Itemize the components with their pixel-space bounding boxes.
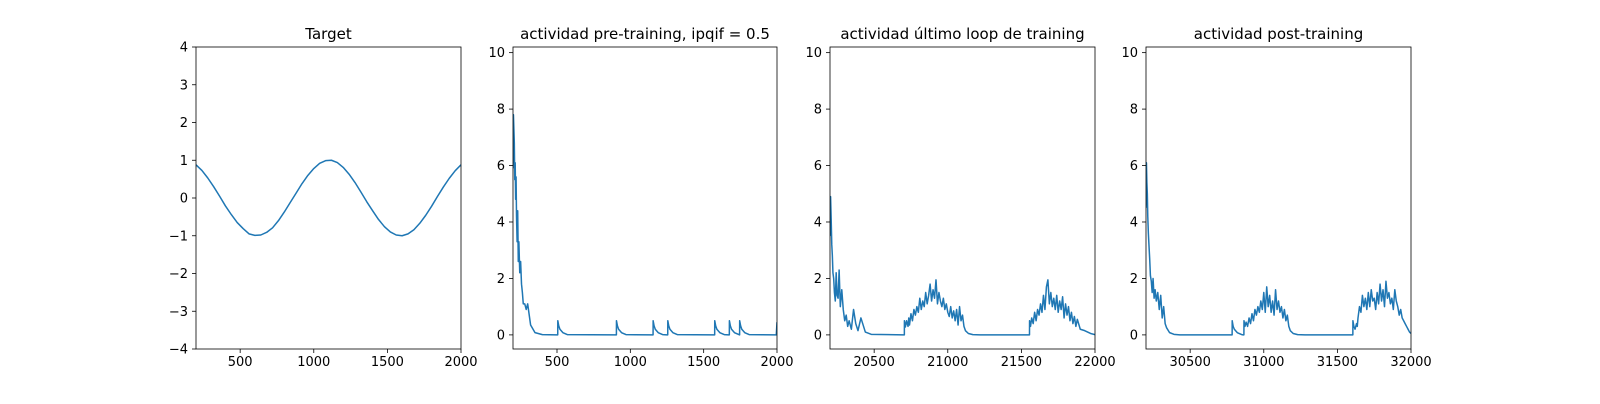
series-line-1 [1146,161,1411,336]
subplot-title: actividad último loop de training [840,25,1084,43]
y-tick-label: 0 [180,192,188,207]
y-tick-label: 0 [1130,328,1138,343]
y-tick-label: −2 [169,267,188,282]
subplot-title: actividad pre-training, ipqif = 0.5 [520,25,770,43]
axes-frame [512,46,778,350]
x-tick-label: 31500 [1317,355,1358,370]
y-tick-label: 6 [814,159,822,174]
y-tick-label: 2 [814,272,822,287]
x-tick-label: 1000 [297,355,330,370]
x-tick-label: 21500 [1001,355,1042,370]
x-tick-label: 1500 [371,355,404,370]
y-tick-label: 10 [488,46,505,61]
y-tick-label: 4 [497,215,505,230]
y-tick-label: 3 [180,78,188,93]
y-tick-label: 8 [497,103,505,118]
series-line-1 [513,113,777,336]
y-tick-label: 10 [805,46,822,61]
x-tick-label: 22000 [1074,355,1115,370]
x-tick-label: 1500 [687,355,720,370]
x-tick-label: 2000 [760,355,793,370]
axes-frame [829,46,1096,350]
x-tick-label: 500 [545,355,570,370]
series-line-1 [830,195,1095,336]
y-tick-label: 6 [1130,159,1138,174]
y-tick-label: 4 [1130,215,1138,230]
subplot-2: 500 1000 1500 2000 0 2 4 6 8 10 actividad pre-trai… [488,25,793,370]
subplot-title: Target [304,25,352,43]
x-tick-label: 500 [228,355,253,370]
axes-frame [1145,46,1412,350]
y-tick-label: 2 [180,116,188,131]
subplot-4: 30500 31000 31500 32000 0 2 4 6 8 10 actividad pos… [1121,25,1431,370]
y-tick-label: 4 [814,215,822,230]
x-tick-label: 21000 [927,355,968,370]
subplot-title: actividad post-training [1194,25,1363,43]
y-tick-label: 2 [497,272,505,287]
x-tick-label: 32000 [1390,355,1431,370]
x-tick-label: 20500 [853,355,894,370]
subplot-3: 20500 21000 21500 22000 0 2 4 6 8 10 actividad últ… [805,25,1115,370]
x-tick-label: 2000 [444,355,477,370]
y-tick-label: 1 [180,154,188,169]
y-tick-label: 4 [180,41,188,56]
y-tick-label: 8 [814,103,822,118]
y-tick-label: 6 [497,159,505,174]
y-tick-label: −3 [169,305,188,320]
y-tick-label: 0 [497,328,505,343]
y-tick-label: −1 [169,229,188,244]
y-tick-label: 10 [1121,46,1138,61]
y-tick-label: −4 [169,343,188,358]
series-line-1 [196,159,461,237]
subplot-1: 500 1000 1500 2000 −4 −3 −2 −1 0 1 2 3 4 Target [169,25,478,370]
y-tick-label: 8 [1130,103,1138,118]
y-tick-label: 0 [814,328,822,343]
x-tick-label: 30500 [1169,355,1210,370]
y-tick-label: 2 [1130,272,1138,287]
x-tick-label: 1000 [614,355,647,370]
x-tick-label: 31000 [1243,355,1284,370]
